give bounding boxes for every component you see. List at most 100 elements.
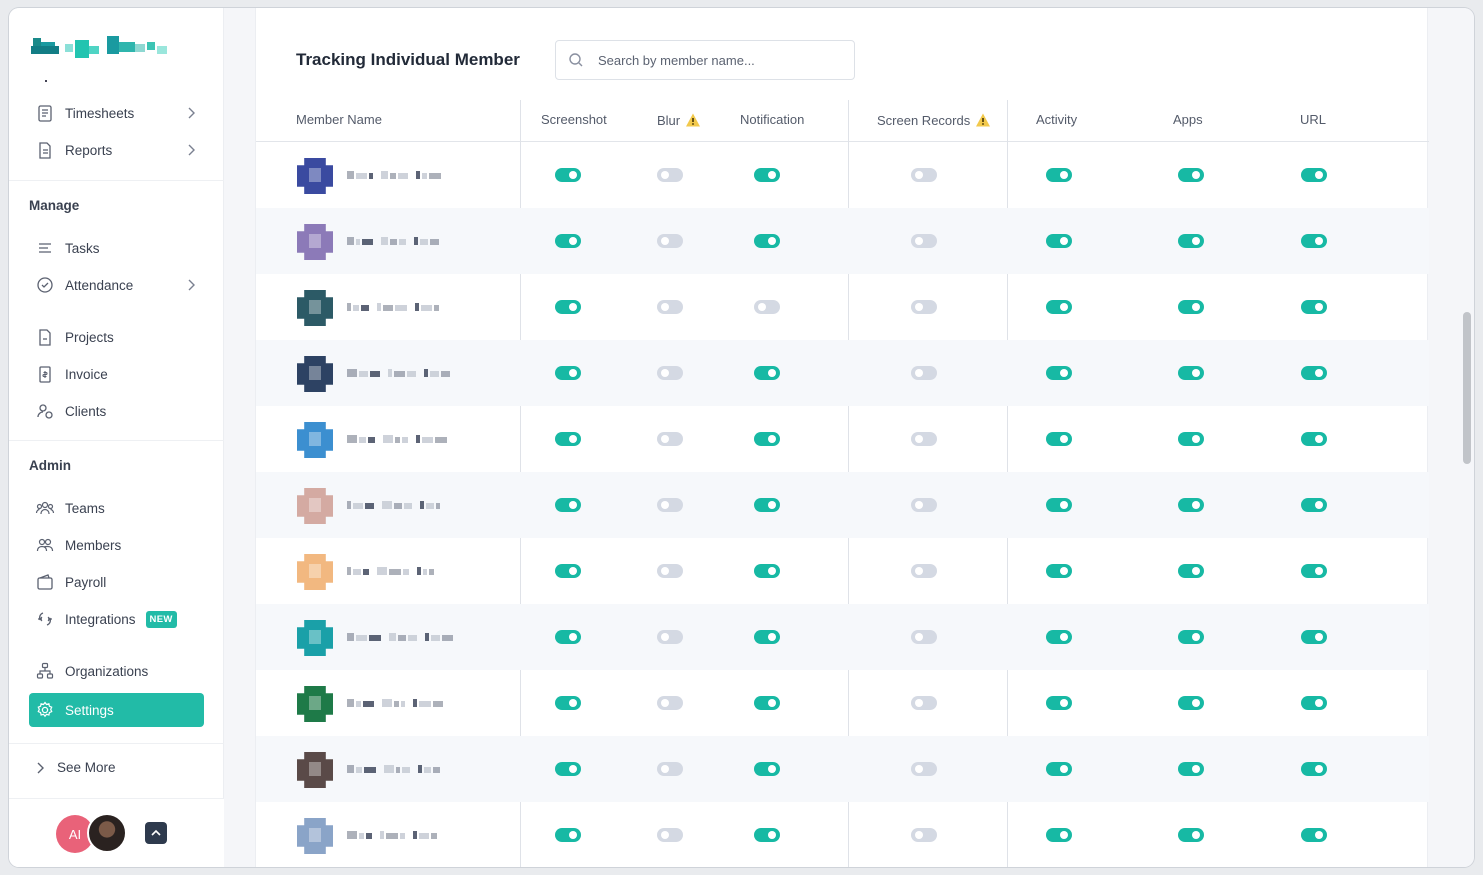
logo[interactable] bbox=[31, 32, 171, 62]
toggle-screenshot[interactable] bbox=[555, 498, 581, 512]
toggle-url[interactable] bbox=[1301, 168, 1327, 182]
search-box[interactable] bbox=[555, 40, 855, 80]
toggle-screenshot[interactable] bbox=[555, 300, 581, 314]
toggle-screenshot[interactable] bbox=[555, 630, 581, 644]
sidebar-item-teams[interactable]: Teams bbox=[29, 492, 204, 524]
toggle-url[interactable] bbox=[1301, 696, 1327, 710]
toggle-screen-records[interactable] bbox=[911, 630, 937, 644]
toggle-screenshot[interactable] bbox=[555, 432, 581, 446]
expand-up-button[interactable] bbox=[145, 822, 167, 844]
toggle-blur[interactable] bbox=[657, 828, 683, 842]
toggle-screen-records[interactable] bbox=[911, 696, 937, 710]
toggle-screenshot[interactable] bbox=[555, 762, 581, 776]
toggle-blur[interactable] bbox=[657, 234, 683, 248]
toggle-notification[interactable] bbox=[754, 762, 780, 776]
sidebar-item-projects[interactable]: Projects bbox=[29, 321, 204, 353]
toggle-url[interactable] bbox=[1301, 762, 1327, 776]
toggle-url[interactable] bbox=[1301, 564, 1327, 578]
scrollbar-thumb[interactable] bbox=[1463, 312, 1471, 464]
toggle-url[interactable] bbox=[1301, 498, 1327, 512]
toggle-apps[interactable] bbox=[1178, 762, 1204, 776]
toggle-notification[interactable] bbox=[754, 366, 780, 380]
toggle-blur[interactable] bbox=[657, 564, 683, 578]
toggle-activity[interactable] bbox=[1046, 168, 1072, 182]
toggle-screen-records[interactable] bbox=[911, 234, 937, 248]
toggle-screen-records[interactable] bbox=[911, 300, 937, 314]
toggle-screen-records[interactable] bbox=[911, 366, 937, 380]
divider bbox=[9, 180, 224, 181]
warning-icon[interactable] bbox=[975, 112, 991, 128]
toggle-apps[interactable] bbox=[1178, 366, 1204, 380]
toggle-activity[interactable] bbox=[1046, 300, 1072, 314]
toggle-activity[interactable] bbox=[1046, 828, 1072, 842]
toggle-activity[interactable] bbox=[1046, 498, 1072, 512]
toggle-activity[interactable] bbox=[1046, 564, 1072, 578]
toggle-blur[interactable] bbox=[657, 300, 683, 314]
toggle-activity[interactable] bbox=[1046, 630, 1072, 644]
sidebar-item-payroll[interactable]: Payroll bbox=[29, 566, 204, 598]
toggle-activity[interactable] bbox=[1046, 234, 1072, 248]
toggle-url[interactable] bbox=[1301, 630, 1327, 644]
sidebar-item-organizations[interactable]: Organizations bbox=[29, 655, 204, 687]
sidebar-item-integrations[interactable]: Integrations NEW bbox=[29, 603, 204, 635]
toggle-screenshot[interactable] bbox=[555, 366, 581, 380]
sidebar-item-settings[interactable]: Settings bbox=[29, 693, 204, 727]
toggle-activity[interactable] bbox=[1046, 432, 1072, 446]
toggle-screenshot[interactable] bbox=[555, 234, 581, 248]
toggle-blur[interactable] bbox=[657, 696, 683, 710]
toggle-screen-records[interactable] bbox=[911, 564, 937, 578]
toggle-blur[interactable] bbox=[657, 498, 683, 512]
toggle-blur[interactable] bbox=[657, 168, 683, 182]
toggle-apps[interactable] bbox=[1178, 234, 1204, 248]
toggle-notification[interactable] bbox=[754, 168, 780, 182]
toggle-apps[interactable] bbox=[1178, 168, 1204, 182]
toggle-screen-records[interactable] bbox=[911, 432, 937, 446]
toggle-apps[interactable] bbox=[1178, 630, 1204, 644]
sidebar-item-invoice[interactable]: Invoice bbox=[29, 358, 204, 390]
toggle-blur[interactable] bbox=[657, 366, 683, 380]
toggle-screenshot[interactable] bbox=[555, 564, 581, 578]
sidebar-item-members[interactable]: Members bbox=[29, 529, 204, 561]
toggle-notification[interactable] bbox=[754, 828, 780, 842]
toggle-notification[interactable] bbox=[754, 696, 780, 710]
toggle-screen-records[interactable] bbox=[911, 168, 937, 182]
toggle-url[interactable] bbox=[1301, 366, 1327, 380]
toggle-screen-records[interactable] bbox=[911, 828, 937, 842]
sidebar-item-reports[interactable]: Reports bbox=[29, 134, 204, 166]
sidebar-item-clients[interactable]: Clients bbox=[29, 395, 204, 427]
sidebar-item-tasks[interactable]: Tasks bbox=[29, 232, 204, 264]
toggle-url[interactable] bbox=[1301, 300, 1327, 314]
toggle-notification[interactable] bbox=[754, 300, 780, 314]
toggle-notification[interactable] bbox=[754, 564, 780, 578]
toggle-apps[interactable] bbox=[1178, 828, 1204, 842]
warning-icon[interactable] bbox=[685, 112, 701, 128]
toggle-apps[interactable] bbox=[1178, 696, 1204, 710]
toggle-screenshot[interactable] bbox=[555, 696, 581, 710]
search-input[interactable] bbox=[598, 52, 838, 68]
toggle-activity[interactable] bbox=[1046, 366, 1072, 380]
toggle-screenshot[interactable] bbox=[555, 168, 581, 182]
toggle-apps[interactable] bbox=[1178, 498, 1204, 512]
toggle-url[interactable] bbox=[1301, 432, 1327, 446]
toggle-notification[interactable] bbox=[754, 234, 780, 248]
toggle-screen-records[interactable] bbox=[911, 762, 937, 776]
toggle-blur[interactable] bbox=[657, 630, 683, 644]
toggle-screenshot[interactable] bbox=[555, 828, 581, 842]
toggle-blur[interactable] bbox=[657, 432, 683, 446]
toggle-apps[interactable] bbox=[1178, 432, 1204, 446]
toggle-screen-records[interactable] bbox=[911, 498, 937, 512]
sidebar-item-attendance[interactable]: Attendance bbox=[29, 269, 204, 301]
see-more-button[interactable]: See More bbox=[35, 760, 116, 775]
toggle-activity[interactable] bbox=[1046, 696, 1072, 710]
toggle-notification[interactable] bbox=[754, 498, 780, 512]
toggle-activity[interactable] bbox=[1046, 762, 1072, 776]
toggle-blur[interactable] bbox=[657, 762, 683, 776]
toggle-notification[interactable] bbox=[754, 630, 780, 644]
toggle-notification[interactable] bbox=[754, 432, 780, 446]
toggle-url[interactable] bbox=[1301, 234, 1327, 248]
toggle-url[interactable] bbox=[1301, 828, 1327, 842]
toggle-apps[interactable] bbox=[1178, 564, 1204, 578]
user-avatar-photo[interactable] bbox=[87, 813, 127, 853]
toggle-apps[interactable] bbox=[1178, 300, 1204, 314]
sidebar-item-timesheets[interactable]: Timesheets bbox=[29, 97, 204, 129]
